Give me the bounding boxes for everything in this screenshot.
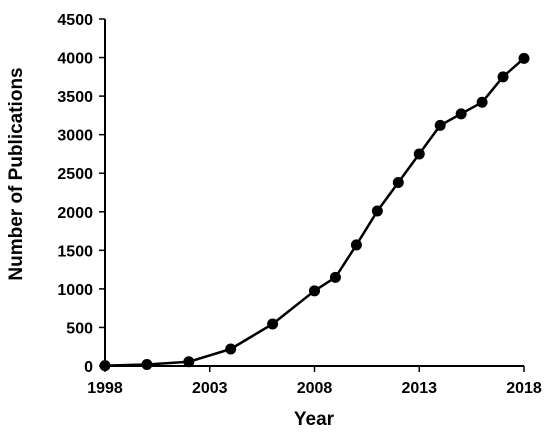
series-publications bbox=[99, 52, 530, 372]
x-tick-label: 2013 bbox=[401, 380, 437, 397]
y-tick-label: 4000 bbox=[57, 51, 93, 68]
data-point-2018 bbox=[518, 52, 530, 64]
x-axis-title: Year bbox=[294, 409, 335, 430]
y-axis: 0 500 1000 1500 2000 2500 3000 3500 4000 4500 bbox=[57, 12, 106, 376]
x-axis: 1998 2003 2008 2013 2018 bbox=[87, 365, 542, 397]
y-axis-title: Number of Publications bbox=[6, 67, 27, 280]
data-point-2002 bbox=[183, 356, 195, 368]
x-tick-label: 2003 bbox=[192, 380, 228, 397]
data-point-2009 bbox=[329, 271, 341, 283]
y-tick-label: 2500 bbox=[57, 166, 93, 183]
data-point-2008 bbox=[309, 285, 320, 297]
data-point-2006 bbox=[267, 318, 279, 330]
y-tick-label: 1500 bbox=[57, 243, 93, 260]
y-tick-label: 0 bbox=[84, 359, 93, 376]
data-point-2004 bbox=[225, 343, 237, 355]
y-tick-label: 4500 bbox=[57, 12, 93, 29]
data-point-2013 bbox=[413, 148, 425, 160]
data-point-2011 bbox=[371, 205, 383, 217]
data-point-2014 bbox=[434, 119, 446, 131]
series-line bbox=[104, 57, 525, 367]
data-point-2012 bbox=[392, 176, 404, 188]
x-tick-label: 1998 bbox=[87, 380, 123, 397]
data-point-2000 bbox=[141, 358, 153, 370]
y-tick-label: 1000 bbox=[57, 282, 93, 299]
data-point-2016 bbox=[476, 96, 488, 108]
data-point-2015 bbox=[455, 108, 467, 120]
data-point-2017 bbox=[497, 71, 509, 83]
y-tick-label: 3500 bbox=[57, 89, 93, 106]
y-tick-label: 2000 bbox=[57, 205, 93, 222]
data-point-2010 bbox=[350, 239, 362, 251]
x-tick-label: 2018 bbox=[506, 380, 542, 397]
x-tick-label: 2008 bbox=[297, 380, 333, 397]
y-tick-label: 3000 bbox=[57, 128, 93, 145]
y-tick-label: 500 bbox=[66, 320, 93, 337]
data-point-1998 bbox=[99, 360, 111, 372]
